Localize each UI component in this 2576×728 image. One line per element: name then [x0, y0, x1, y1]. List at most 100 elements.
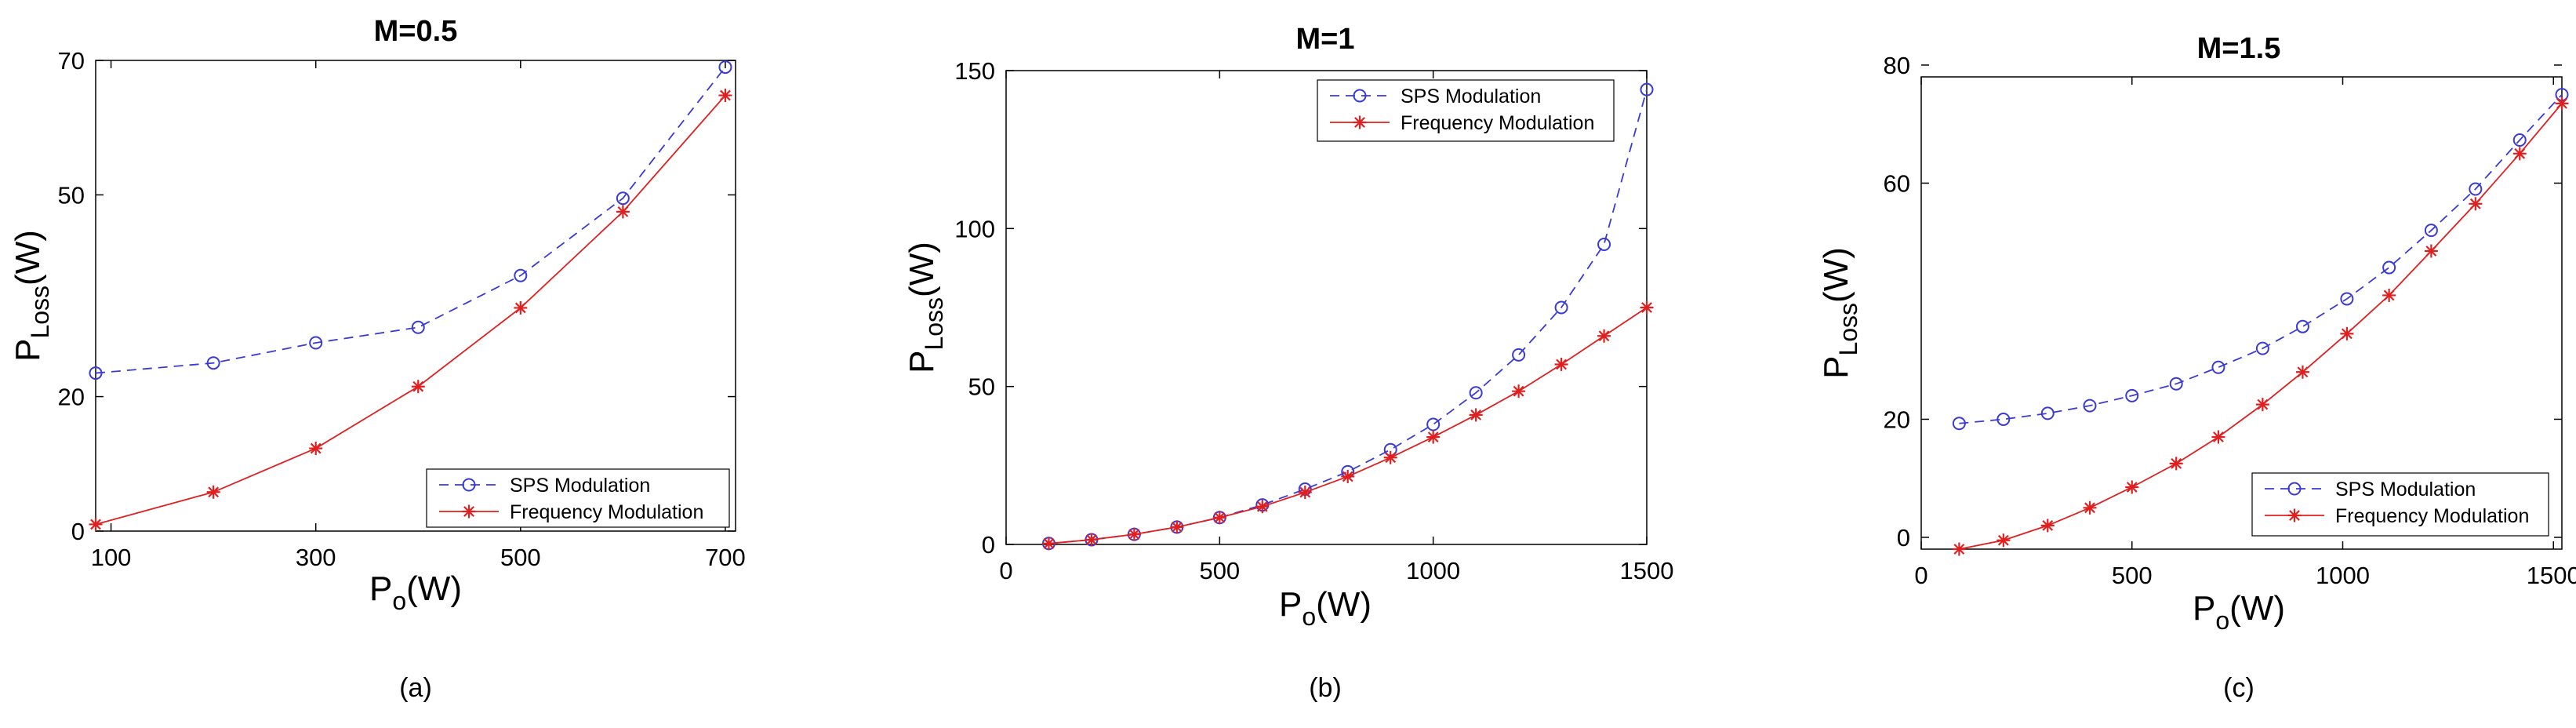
freq-data-point	[2512, 147, 2527, 161]
freq-series-line	[1048, 307, 1648, 544]
sps-series-line	[1959, 93, 2563, 424]
freq-data-point	[1041, 537, 1055, 551]
y-tick-label: 150	[954, 57, 995, 85]
freq-data-point	[1469, 408, 1483, 422]
freq-data-point	[1170, 520, 1184, 534]
x-tick-label: 1000	[2316, 562, 2370, 589]
legend-label: Frequency Modulation	[1401, 112, 1594, 134]
sps-data-point	[309, 336, 323, 350]
sps-data-point	[411, 320, 425, 334]
plot-area	[1005, 70, 1648, 545]
x-tick-label: 500	[500, 544, 541, 571]
legend-label: SPS Modulation	[510, 475, 650, 497]
sps-data-point	[1512, 348, 1526, 362]
legend-marker	[2287, 482, 2302, 496]
y-axis-label: PLoss(W)	[903, 242, 948, 373]
y-tick-label: 50	[58, 181, 85, 209]
x-tick-label: 1500	[1620, 557, 1674, 584]
sps-data-point	[2255, 341, 2269, 355]
freq-data-point	[1085, 533, 1099, 547]
freq-data-point	[89, 517, 103, 531]
freq-data-point	[1298, 486, 1312, 500]
y-tick-label: 100	[954, 215, 995, 242]
freq-series-line	[95, 94, 726, 526]
sps-data-point	[2424, 224, 2438, 238]
sps-data-point	[514, 268, 528, 282]
sps-data-point	[2125, 388, 2139, 402]
freq-data-point	[616, 205, 630, 219]
legend-label: SPS Modulation	[1401, 86, 1541, 107]
y-tick-label: 0	[1897, 524, 1910, 551]
sps-data-point	[2211, 360, 2225, 374]
x-tick-label: 1000	[1406, 557, 1460, 584]
sps-data-point	[2469, 182, 2483, 196]
freq-data-point	[2424, 244, 2438, 258]
plot-area	[95, 60, 736, 532]
freq-data-point	[1341, 469, 1355, 483]
freq-data-point	[309, 442, 323, 456]
sps-data-point	[718, 60, 732, 75]
legend: SPS Modulation Frequency Modulation	[426, 468, 730, 528]
legend-marker	[2287, 508, 2302, 522]
x-tick-label: 500	[2112, 562, 2153, 589]
x-axis-label: Po(W)	[369, 570, 462, 615]
y-axis-label: PLoss(W)	[9, 230, 54, 362]
legend-box	[2251, 472, 2549, 537]
legend-label: SPS Modulation	[2335, 479, 2476, 500]
sps-data-point	[616, 191, 630, 206]
y-tick-label: 50	[968, 373, 995, 401]
freq-data-point	[2255, 398, 2269, 412]
chart-panel-1: M=0.5 100 300 500 700 0 20 50 70 Po(W) PLoss(W) SPS…	[9, 15, 746, 703]
y-tick-label: 20	[1884, 406, 1910, 433]
x-tick-label: 300	[296, 544, 336, 571]
freq-data-point	[2211, 430, 2225, 444]
chart-title: M=0.5	[374, 15, 458, 48]
freq-data-point	[1512, 384, 1526, 399]
sps-data-point	[206, 356, 220, 370]
freq-data-point	[2125, 480, 2139, 494]
x-tick-label: 500	[1199, 557, 1240, 584]
freq-data-point	[1952, 542, 1966, 556]
y-tick-label: 20	[58, 384, 85, 411]
freq-data-point	[2040, 519, 2055, 533]
sps-data-point	[2083, 399, 2097, 413]
panel-caption: (c)	[2223, 673, 2254, 703]
freq-data-point	[514, 300, 528, 315]
sps-data-point	[1952, 417, 1966, 431]
plot-area	[1920, 76, 2563, 550]
sps-data-point	[1996, 412, 2011, 426]
freq-data-point	[1426, 430, 1441, 444]
freq-data-point	[2169, 457, 2183, 471]
sps-data-point	[2512, 133, 2527, 147]
freq-data-point	[1212, 511, 1226, 525]
x-tick-label: 1500	[2527, 562, 2576, 589]
legend: SPS Modulation Frequency Modulation	[2251, 472, 2549, 537]
y-tick-label: 70	[58, 47, 85, 75]
legend-label: Frequency Modulation	[2335, 505, 2529, 527]
y-tick-label: 0	[982, 531, 995, 559]
legend-label: Frequency Modulation	[510, 501, 703, 523]
panel-caption: (b)	[1309, 673, 1342, 703]
freq-data-point	[2555, 96, 2569, 111]
legend-box	[1317, 79, 1615, 142]
sps-data-point	[1426, 417, 1441, 431]
chart-panel-3: M=1.5 0 500 1000 1500 0 20 60 80 Po(W) PLoss(W) SPS…	[1817, 32, 2576, 703]
chart-title: M=1.5	[2197, 32, 2281, 65]
freq-data-point	[1127, 527, 1141, 541]
panel-caption: (a)	[399, 673, 432, 703]
x-axis-label: Po(W)	[1279, 585, 1372, 631]
sps-data-point	[2040, 406, 2055, 420]
y-tick-label: 80	[1884, 52, 1910, 79]
sps-data-point	[2340, 292, 2354, 306]
sps-data-point	[89, 366, 103, 380]
legend-marker	[1353, 89, 1367, 103]
freq-data-point	[1383, 450, 1397, 464]
sps-data-point	[1469, 386, 1483, 400]
chart-panel-2: M=1 0 500 1000 1500 0 50 100 150 Po(W) PLoss(W) SPS…	[903, 23, 1673, 703]
x-tick-label: 100	[91, 544, 132, 571]
freq-data-point	[1554, 357, 1568, 371]
freq-data-point	[2340, 326, 2354, 340]
freq-data-point	[2295, 365, 2309, 379]
legend-marker	[462, 478, 476, 492]
freq-data-point	[2083, 500, 2097, 515]
